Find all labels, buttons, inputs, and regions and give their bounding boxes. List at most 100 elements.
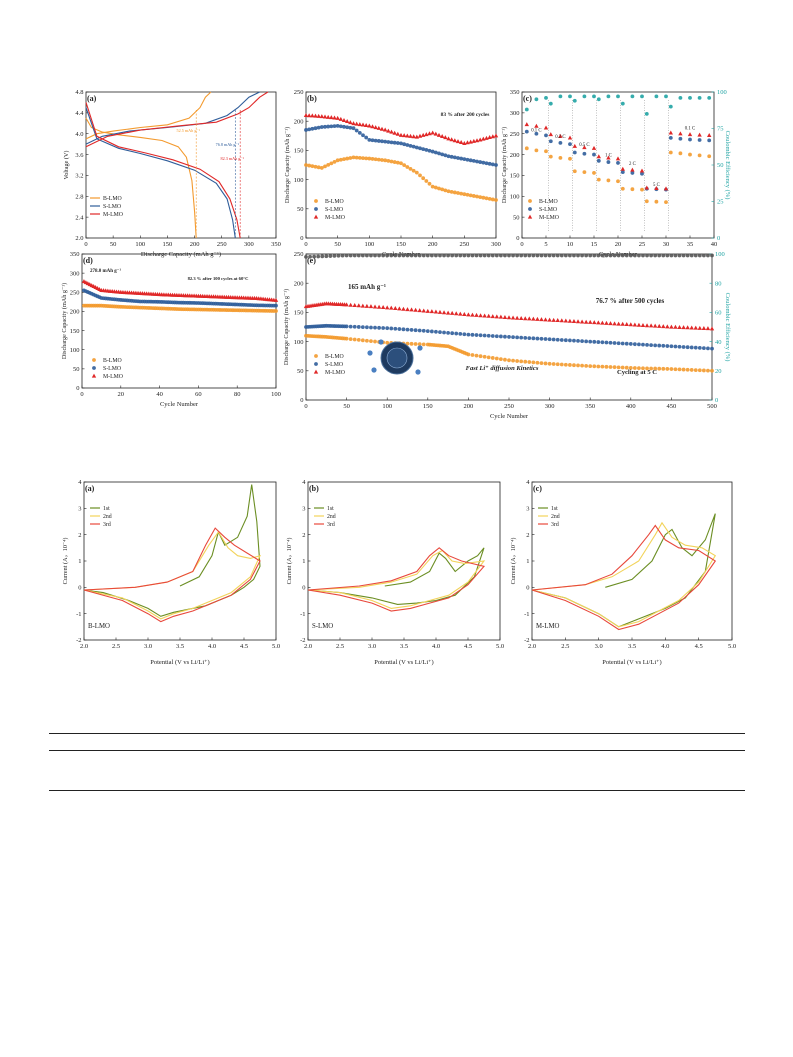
data-point xyxy=(563,362,568,367)
data-point xyxy=(620,170,625,174)
annotation-label: 82.3 mAh g⁻¹ xyxy=(220,156,244,161)
legend-entry: 3rd xyxy=(551,522,559,528)
data-point xyxy=(308,254,312,259)
data-point xyxy=(582,170,587,174)
li-ion xyxy=(378,339,384,345)
series-m-lmo-charge xyxy=(85,91,269,148)
data-point xyxy=(685,345,690,350)
data-point xyxy=(697,138,702,142)
data-point xyxy=(478,160,483,164)
data-point xyxy=(653,343,658,348)
data-point xyxy=(665,324,670,329)
data-point xyxy=(661,324,666,329)
x-tick-label: 3.5 xyxy=(176,643,184,650)
data-point xyxy=(534,148,539,153)
data-point xyxy=(681,253,686,258)
data-point xyxy=(338,157,343,162)
data-point xyxy=(487,135,492,140)
data-point xyxy=(441,310,447,315)
data-point xyxy=(418,173,422,178)
rate-label: 0.5 C xyxy=(579,143,589,148)
data-point xyxy=(478,313,483,318)
data-point xyxy=(352,302,357,307)
data-point xyxy=(490,162,495,167)
data-point xyxy=(705,326,711,331)
data-point xyxy=(547,361,552,366)
data-point xyxy=(612,321,617,326)
data-point xyxy=(429,329,434,334)
data-point xyxy=(449,189,454,194)
data-point xyxy=(665,253,670,258)
data-point xyxy=(535,360,540,365)
data-point xyxy=(624,253,629,258)
data-point xyxy=(471,159,476,163)
data-point xyxy=(356,303,361,308)
data-point xyxy=(571,318,577,323)
data-point xyxy=(568,94,572,99)
data-point xyxy=(329,124,334,129)
data-point xyxy=(478,253,483,258)
data-point xyxy=(274,303,278,308)
data-point xyxy=(524,129,529,134)
x-tick-label: 50 xyxy=(110,241,117,248)
data-point xyxy=(572,338,576,343)
data-point xyxy=(678,131,683,136)
data-point xyxy=(551,362,556,366)
data-point xyxy=(425,329,430,333)
data-point xyxy=(482,313,487,318)
y-tick-label: -1 xyxy=(76,611,81,618)
data-point xyxy=(398,132,404,137)
data-point xyxy=(661,366,666,371)
data-point xyxy=(668,104,673,109)
data-point xyxy=(307,163,312,168)
data-point xyxy=(490,314,495,319)
data-point xyxy=(421,253,426,258)
legend-entry: B-LMO xyxy=(103,196,122,202)
data-point xyxy=(519,359,524,364)
data-point xyxy=(352,337,357,342)
table-header-rule xyxy=(49,750,745,751)
data-point xyxy=(405,307,410,312)
rate-label: 2 C xyxy=(629,162,636,167)
data-point xyxy=(386,140,391,144)
data-point xyxy=(490,334,495,338)
y-tick-label: 250 xyxy=(70,289,80,296)
data-point xyxy=(688,95,692,100)
data-point xyxy=(437,186,441,191)
data-point xyxy=(462,332,467,337)
data-point xyxy=(584,339,589,344)
y-tick-label: -2 xyxy=(300,637,305,644)
data-point xyxy=(657,343,662,348)
data-point xyxy=(320,254,325,259)
x-tick-label: 2.5 xyxy=(561,643,569,650)
data-point xyxy=(421,176,426,181)
series-2nd xyxy=(307,549,486,609)
x-tick-label: 5.0 xyxy=(728,643,736,650)
data-point xyxy=(324,254,329,259)
rate-label: 0.1 C xyxy=(531,129,541,134)
data-point xyxy=(548,139,553,144)
y-axis-label: Voltage (V) xyxy=(63,151,70,180)
y2-tick-label: 60 xyxy=(715,310,722,317)
data-point xyxy=(421,147,426,152)
data-point xyxy=(462,311,467,316)
y-tick-label: 250 xyxy=(294,89,304,96)
data-point xyxy=(592,152,596,157)
x-tick-label: 200 xyxy=(190,241,200,248)
x-tick-label: 2.0 xyxy=(528,643,536,650)
data-point xyxy=(615,156,621,161)
data-point xyxy=(417,253,422,258)
data-point xyxy=(490,197,495,202)
data-point xyxy=(688,152,692,157)
x-tick-label: 350 xyxy=(585,403,595,410)
data-point xyxy=(701,368,706,373)
data-point xyxy=(706,346,710,351)
rate-label: 1 C xyxy=(605,154,612,159)
data-point xyxy=(376,157,381,162)
data-point xyxy=(563,338,568,343)
data-point xyxy=(413,328,418,333)
series-1st xyxy=(83,484,261,617)
data-point xyxy=(363,123,369,128)
data-point xyxy=(673,324,678,329)
legend-entry: B-LMO xyxy=(539,199,558,205)
